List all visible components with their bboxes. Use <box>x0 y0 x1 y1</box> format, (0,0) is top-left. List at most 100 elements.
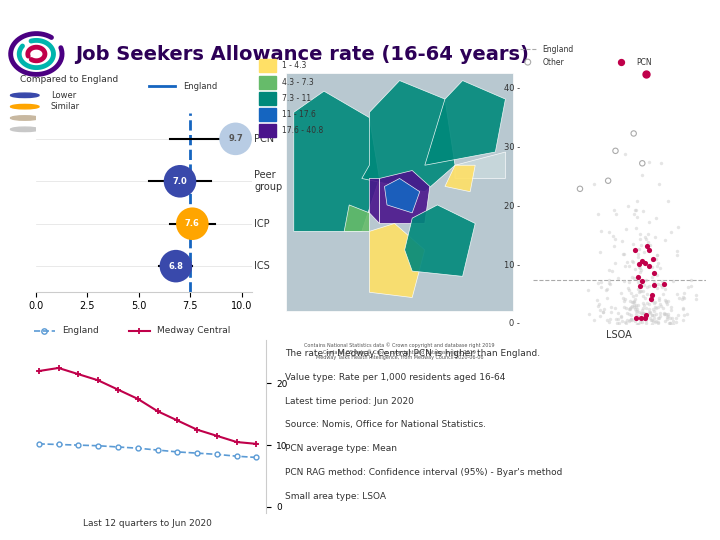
Point <box>615 289 626 298</box>
Polygon shape <box>344 205 369 231</box>
Point <box>652 259 664 268</box>
Point <box>650 214 662 222</box>
Point <box>643 218 654 227</box>
Point <box>663 319 675 327</box>
Point <box>644 307 656 316</box>
Point <box>633 262 644 271</box>
Point <box>635 241 647 249</box>
Text: Latest time period: Jun 2020: Latest time period: Jun 2020 <box>285 396 414 406</box>
Point <box>602 294 613 302</box>
Point <box>634 282 646 291</box>
Point <box>660 297 672 306</box>
Point <box>662 299 673 308</box>
Point <box>626 315 637 323</box>
Point <box>646 295 657 304</box>
Point <box>618 249 629 258</box>
Point <box>638 308 649 317</box>
Point <box>618 277 629 286</box>
Point <box>652 302 664 311</box>
Point <box>620 318 631 327</box>
Point <box>631 313 642 322</box>
Text: England: England <box>183 82 217 91</box>
Point <box>651 251 662 259</box>
Point <box>622 308 634 317</box>
Point <box>642 290 653 299</box>
Polygon shape <box>384 178 420 213</box>
Point <box>662 296 674 305</box>
Text: Lower: Lower <box>50 91 76 100</box>
Point <box>610 146 621 155</box>
Point <box>630 206 642 214</box>
Point <box>644 309 656 318</box>
Text: PCN RAG method: Confidence interval (95%) - Byar's method: PCN RAG method: Confidence interval (95%… <box>285 468 562 477</box>
Point <box>624 317 635 326</box>
Point <box>659 295 670 304</box>
Text: Job Seekers Allowance rate (16-64 years): Job Seekers Allowance rate (16-64 years) <box>75 44 528 64</box>
Point <box>603 279 614 287</box>
Point <box>652 313 664 322</box>
Point <box>612 308 624 317</box>
Point <box>655 159 667 167</box>
Point <box>595 283 607 292</box>
Point <box>632 253 644 262</box>
Point <box>639 310 651 319</box>
Text: 40 -: 40 - <box>504 84 521 93</box>
Point <box>636 276 648 285</box>
Point <box>641 319 652 328</box>
Point <box>658 309 670 318</box>
Point <box>634 318 646 327</box>
Point <box>662 197 674 205</box>
Text: 7.0: 7.0 <box>173 177 187 186</box>
Point <box>678 289 690 298</box>
Text: 17.6 - 40.8: 17.6 - 40.8 <box>282 126 323 135</box>
Point <box>671 289 683 298</box>
Point <box>639 294 651 303</box>
Point <box>631 320 642 328</box>
Point <box>651 284 662 293</box>
Point <box>653 314 665 322</box>
Point <box>653 296 665 305</box>
Point <box>592 302 603 310</box>
Point <box>632 301 644 309</box>
Point <box>676 295 688 304</box>
Point <box>647 317 659 326</box>
Point <box>637 303 649 312</box>
Point <box>648 298 660 307</box>
Point <box>664 319 675 328</box>
Point <box>660 236 671 245</box>
Point <box>626 273 638 282</box>
Point <box>642 299 653 307</box>
Point <box>616 317 628 326</box>
Point <box>690 291 701 300</box>
Point <box>631 303 642 312</box>
Point <box>634 264 646 273</box>
Point <box>594 248 606 256</box>
Point <box>621 315 633 324</box>
Point <box>628 303 639 312</box>
Text: England: England <box>543 45 574 53</box>
Text: The rate in Medway Central PCN is higher than England.: The rate in Medway Central PCN is higher… <box>285 349 540 358</box>
Point <box>612 314 624 323</box>
Point <box>640 70 652 78</box>
Point <box>609 259 621 267</box>
Text: 20 -: 20 - <box>504 202 521 211</box>
Point <box>677 305 688 313</box>
Point <box>601 285 613 294</box>
X-axis label: Last 12 quarters to Jun 2020: Last 12 quarters to Jun 2020 <box>84 518 212 528</box>
Point <box>649 314 660 322</box>
Point <box>621 303 632 312</box>
Point <box>623 202 634 211</box>
Point <box>647 254 659 263</box>
Point <box>622 283 634 292</box>
Point <box>672 251 683 260</box>
Point <box>616 58 627 66</box>
Point <box>672 222 684 231</box>
Point <box>626 316 638 325</box>
Point <box>627 258 639 267</box>
Point <box>639 301 650 309</box>
Point <box>654 264 666 272</box>
Point <box>639 259 651 267</box>
Polygon shape <box>287 72 513 311</box>
Point <box>644 240 656 249</box>
Point <box>623 278 634 286</box>
